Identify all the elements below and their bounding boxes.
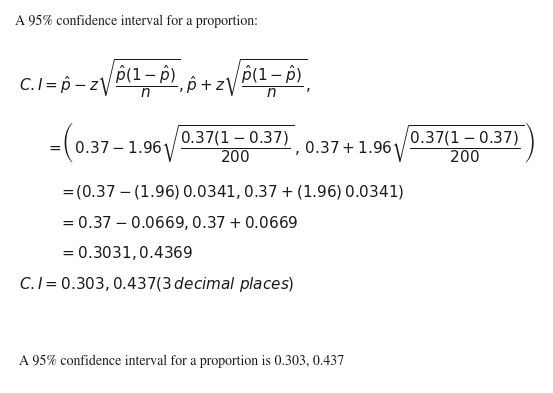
Text: A 95% confidence interval for a proportion:: A 95% confidence interval for a proporti… — [15, 15, 258, 28]
Text: $=0.3031,0.4369$: $=0.3031,0.4369$ — [60, 244, 194, 262]
Text: $=0.37-0.0669,0.37+0.0669$: $=0.37-0.0669,0.37+0.0669$ — [60, 214, 299, 232]
Text: $C.I=\hat{p}-z\sqrt{\dfrac{\hat{p}(1-\hat{p})}{n}},\hat{p}+z\sqrt{\dfrac{\hat{p}: $C.I=\hat{p}-z\sqrt{\dfrac{\hat{p}(1-\ha… — [19, 58, 311, 100]
Text: $=\!\left(0.37-(1.96)\,0.0341,0.37+(1.96)\,0.0341\right)$: $=\!\left(0.37-(1.96)\,0.0341,0.37+(1.96… — [60, 183, 405, 201]
Text: $C.I=0.303,0.437\left(3\,\mathit{decimal\ places}\right)$: $C.I=0.303,0.437\left(3\,\mathit{decimal… — [19, 275, 295, 294]
Text: A 95% confidence interval for a proportion is 0.303, 0.437: A 95% confidence interval for a proporti… — [19, 354, 345, 368]
Text: $=\!\left(\,0.37-1.96\sqrt{\dfrac{0.37(1-0.37)}{200}}\,,\,0.37+1.96\sqrt{\dfrac{: $=\!\left(\,0.37-1.96\sqrt{\dfrac{0.37(1… — [46, 120, 535, 165]
